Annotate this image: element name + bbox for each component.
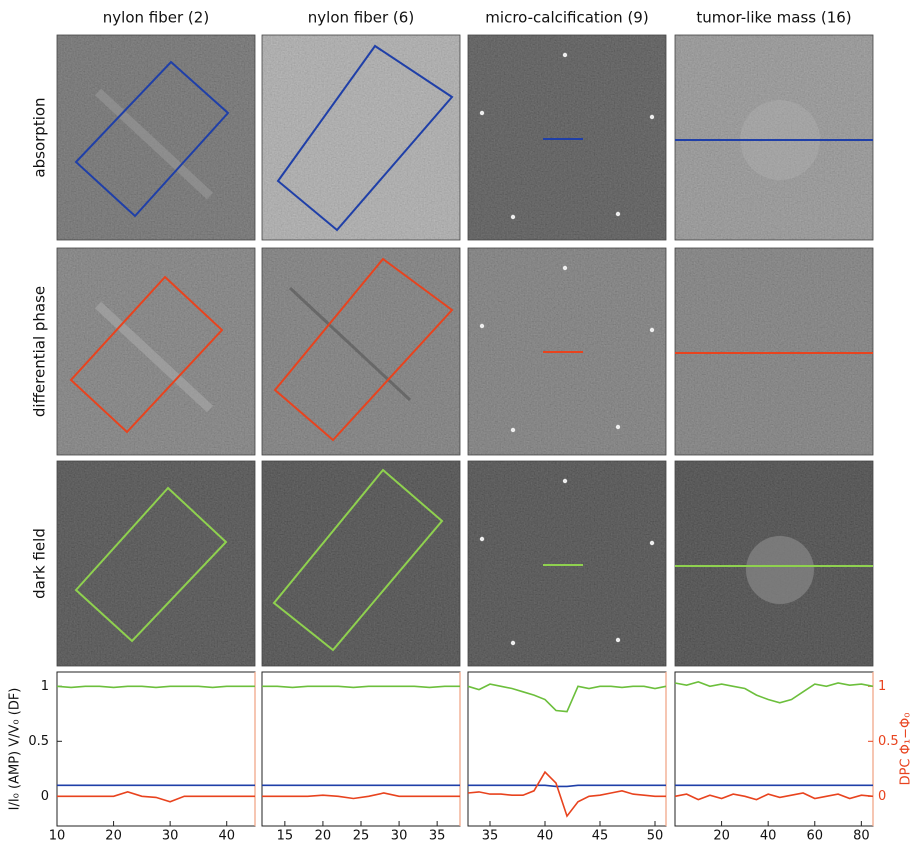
row-label: differential phase — [31, 286, 49, 417]
x-tick-label: 20 — [315, 829, 332, 842]
image-noise — [468, 461, 666, 666]
plot-frame — [674, 671, 874, 827]
image-noise — [262, 461, 460, 666]
panel-frame — [261, 34, 461, 241]
column-title: nylon fiber (2) — [103, 9, 209, 27]
y-tick-label: 0 — [41, 789, 49, 804]
calcification — [562, 478, 568, 484]
x-tick-label: 15 — [277, 829, 294, 842]
panel-frame — [674, 34, 874, 241]
y-tick-label: 0.5 — [28, 734, 49, 749]
calcification — [615, 424, 621, 430]
x-tick-label: 30 — [391, 829, 408, 842]
calcification — [479, 323, 485, 329]
x-tick-label: 20 — [105, 829, 122, 842]
x-tick-label: 40 — [760, 829, 777, 842]
x-tick-label: 50 — [647, 829, 664, 842]
panel-frame — [674, 247, 874, 456]
calcification — [479, 110, 485, 116]
x-tick-label: 35 — [482, 829, 499, 842]
plot-frame — [56, 671, 256, 827]
calcification — [649, 114, 655, 120]
x-tick-label: 40 — [218, 829, 235, 842]
mass — [746, 536, 814, 604]
roi-box — [273, 257, 454, 442]
y-axis-label: I/I₀ (AMP) V/V₀ (DF) — [8, 688, 23, 811]
calcification — [510, 214, 516, 220]
roi-box — [276, 44, 454, 232]
panel-frame — [56, 34, 256, 241]
series-line — [674, 792, 874, 801]
series-line — [468, 784, 666, 788]
image-noise — [675, 248, 873, 455]
series-line — [674, 681, 874, 704]
image-noise — [57, 35, 255, 240]
y2-tick-label: 1 — [878, 679, 886, 694]
image-noise — [468, 35, 666, 240]
panel-frame — [467, 34, 667, 241]
calcification — [615, 637, 621, 643]
y2-axis-label: DPC Φ₁−Φ₀ — [899, 713, 914, 786]
panel-frame — [467, 247, 667, 456]
x-tick-label: 25 — [353, 829, 370, 842]
series-line — [467, 770, 666, 818]
x-tick-label: 80 — [853, 829, 870, 842]
calcification — [649, 327, 655, 333]
calcification — [615, 211, 621, 217]
x-tick-label: 60 — [806, 829, 823, 842]
plot-frame — [261, 671, 461, 827]
panel-frame — [467, 460, 667, 667]
panel-frame — [261, 460, 461, 667]
series-line — [262, 792, 460, 800]
image-noise — [57, 461, 255, 666]
column-title: nylon fiber (6) — [308, 9, 414, 27]
roi-box — [272, 468, 444, 652]
y2-tick-label: 0.5 — [878, 734, 899, 749]
series-line — [467, 683, 667, 713]
calcification — [562, 265, 568, 271]
row-label: dark field — [31, 528, 49, 599]
x-tick-label: 10 — [49, 829, 66, 842]
calcification — [562, 52, 568, 58]
roi-box — [74, 486, 228, 643]
column-title: micro-calcification (9) — [485, 9, 648, 27]
fiber — [94, 88, 214, 200]
panel-frame — [261, 247, 461, 456]
x-tick-label: 20 — [713, 829, 730, 842]
x-tick-label: 40 — [537, 829, 554, 842]
calcification — [479, 536, 485, 542]
x-tick-label: 45 — [592, 829, 609, 842]
x-tick-label: 30 — [162, 829, 179, 842]
x-tick-label: 35 — [429, 829, 446, 842]
calcification — [510, 640, 516, 646]
image-noise — [675, 35, 873, 240]
series-line — [262, 685, 460, 689]
image-noise — [262, 248, 460, 455]
calcification — [510, 427, 516, 433]
panel-frame — [56, 247, 256, 456]
fiber — [288, 286, 412, 402]
series-line — [56, 685, 255, 689]
y2-tick-label: 0 — [878, 789, 886, 804]
panel-frame — [674, 460, 874, 667]
panel-frame — [56, 460, 256, 667]
plot-frame — [467, 671, 667, 827]
image-noise — [262, 35, 460, 240]
y-tick-label: 1 — [41, 679, 49, 694]
roi-box — [69, 275, 224, 434]
roi-box — [74, 60, 230, 218]
row-label: absorption — [31, 97, 49, 177]
image-noise — [57, 248, 255, 455]
calcification — [649, 540, 655, 546]
column-title: tumor-like mass (16) — [696, 9, 851, 27]
fiber — [94, 301, 214, 413]
series-line — [57, 791, 255, 803]
